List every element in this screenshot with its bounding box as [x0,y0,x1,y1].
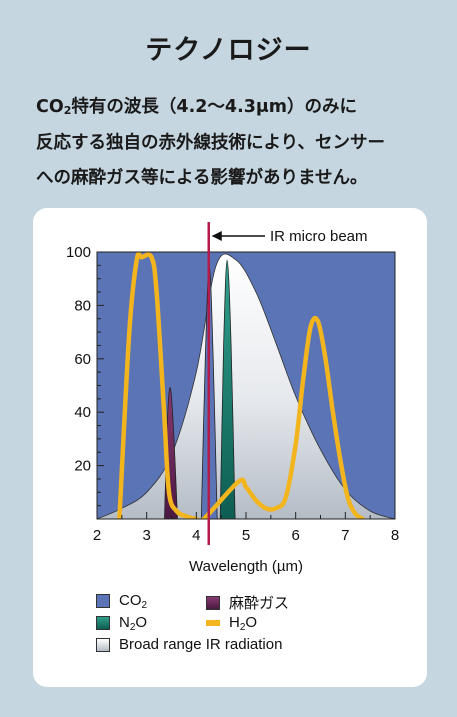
x-tick-label: 2 [93,527,101,544]
legend-item-h2o: H2O [206,614,258,633]
legend-item-broad: Broad range IR radiation [96,636,282,653]
legend-swatch-co2 [96,593,110,608]
y-tick-label: 60 [74,351,91,368]
legend-swatch-anesthetic [206,595,220,610]
y-tick-label: 40 [74,404,91,421]
x-tick-label: 6 [291,527,299,544]
x-tick-label: 5 [242,527,250,544]
y-tick-label: 100 [66,244,91,261]
legend-label-n2o: N2O [119,614,148,633]
legend-swatch-broad [96,637,110,652]
y-tick-label: 20 [74,458,91,475]
x-axis-label: Wavelength (µm) [189,558,303,575]
x-tick-label: 8 [391,527,399,544]
ir-beam-annotation: IR micro beam [270,228,368,245]
legend-label-broad: Broad range IR radiation [119,636,283,653]
description-line-2: 反応する独自の赤外線技術により、センサー [36,133,385,153]
n2o-peak [219,259,236,520]
x-tick-label: 3 [142,527,150,544]
annotation-arrowhead [211,231,222,241]
x-tick-label: 7 [341,527,349,544]
x-tick-label: 4 [192,527,200,544]
legend-label-anesthetic: 麻酔ガス [229,595,290,612]
legend-item-co2: CO2 [96,592,148,611]
legend-swatch-h2o [206,619,220,626]
y-tick-label: 80 [74,297,91,314]
legend-item-anesthetic: 麻酔ガス [206,592,289,613]
legend-item-n2o: N2O [96,614,148,633]
legend-label-h2o: H2O [229,614,258,633]
page-title: テクノロジー [145,35,312,66]
description-line-1: CO2特有の波長（4.2〜4.3μm）のみに [36,97,358,117]
h2o-curve [117,252,365,519]
legend-label-co2: CO2 [119,592,148,611]
legend-swatch-n2o [96,615,110,630]
description-line-3: への麻酔ガス等による影響がありません。 [36,168,368,188]
description: CO2特有の波長（4.2〜4.3μm）のみに 反応する独自の赤外線技術により、セ… [36,90,436,196]
